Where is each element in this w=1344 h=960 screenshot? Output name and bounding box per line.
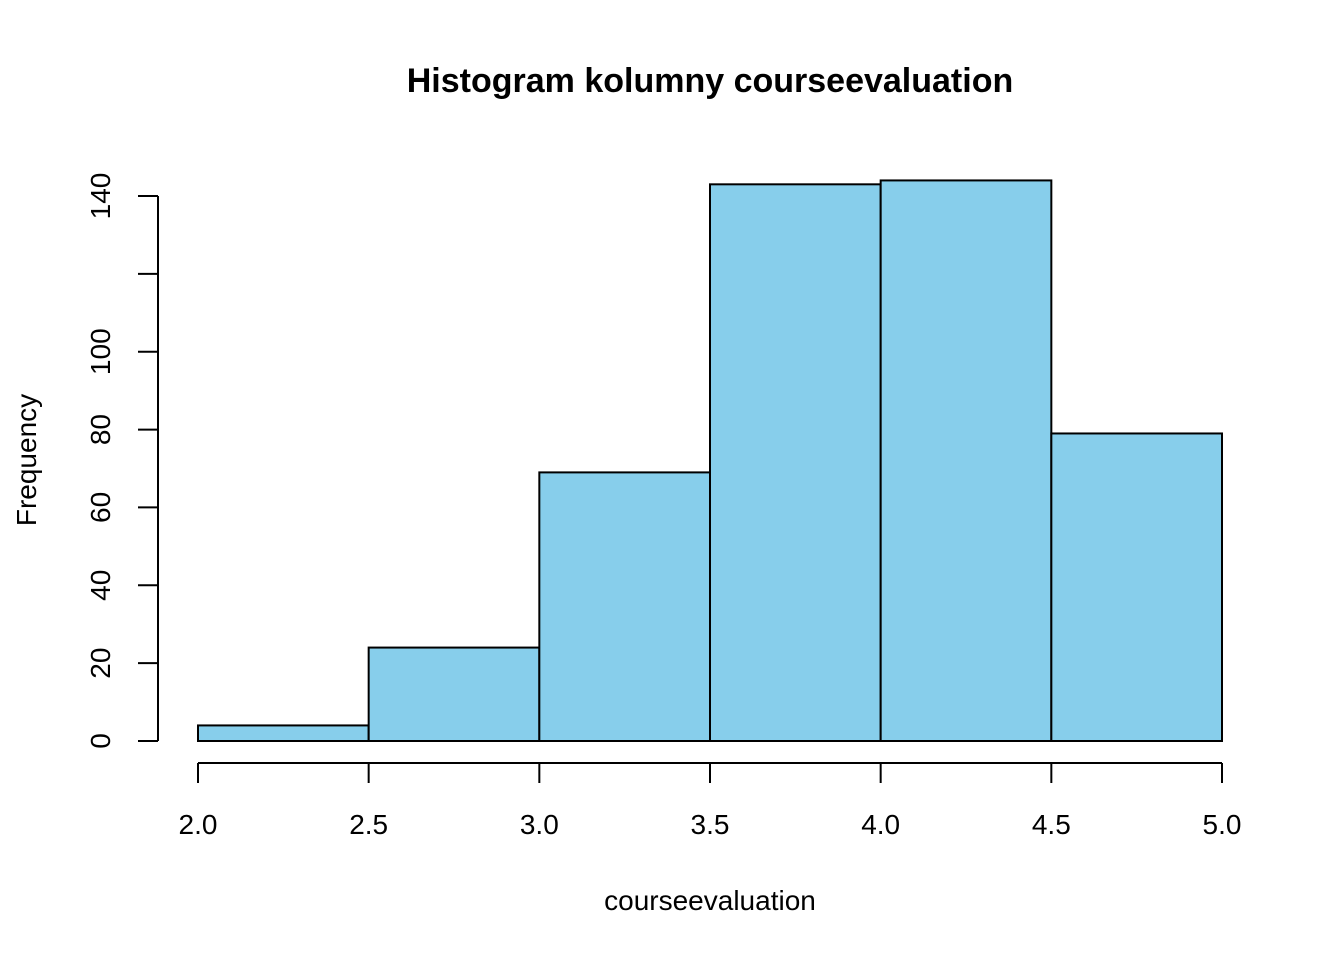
x-axis: 2.0 2.5 3.0 3.5 4.0 4.5 5.0 xyxy=(179,762,1242,840)
x-tick-label-5: 4.5 xyxy=(1032,809,1071,840)
x-axis-label: courseevaluation xyxy=(604,885,816,916)
histogram-bar-5 xyxy=(1050,432,1224,742)
y-tick-label-7: 140 xyxy=(85,173,116,220)
x-tick-label-3: 3.5 xyxy=(691,809,730,840)
y-tick-label-0: 0 xyxy=(85,733,116,749)
histogram-bar-4 xyxy=(879,179,1053,742)
y-axis-label: Frequency xyxy=(11,394,42,526)
x-tick-label-1: 2.5 xyxy=(349,809,388,840)
y-tick-label-5: 100 xyxy=(85,328,116,375)
chart-title: Histogram kolumny courseevaluation xyxy=(407,62,1014,100)
histogram-bar-1 xyxy=(367,646,541,742)
y-tick-label-1: 20 xyxy=(85,648,116,679)
histogram-bar-0 xyxy=(197,724,370,743)
y-tick-label-3: 60 xyxy=(85,492,116,523)
y-axis: 0 20 40 60 80 100 140 xyxy=(85,173,159,749)
y-tick-label-2: 40 xyxy=(85,570,116,601)
histogram-bar-2 xyxy=(538,471,711,742)
histogram-bar-3 xyxy=(709,183,882,743)
bars-group xyxy=(197,179,1224,743)
x-tick-label-6: 5.0 xyxy=(1203,809,1242,840)
x-tick-label-0: 2.0 xyxy=(179,809,218,840)
y-tick-label-4: 80 xyxy=(85,414,116,445)
x-tick-label-4: 4.0 xyxy=(861,809,900,840)
x-tick-label-2: 3.0 xyxy=(520,809,559,840)
